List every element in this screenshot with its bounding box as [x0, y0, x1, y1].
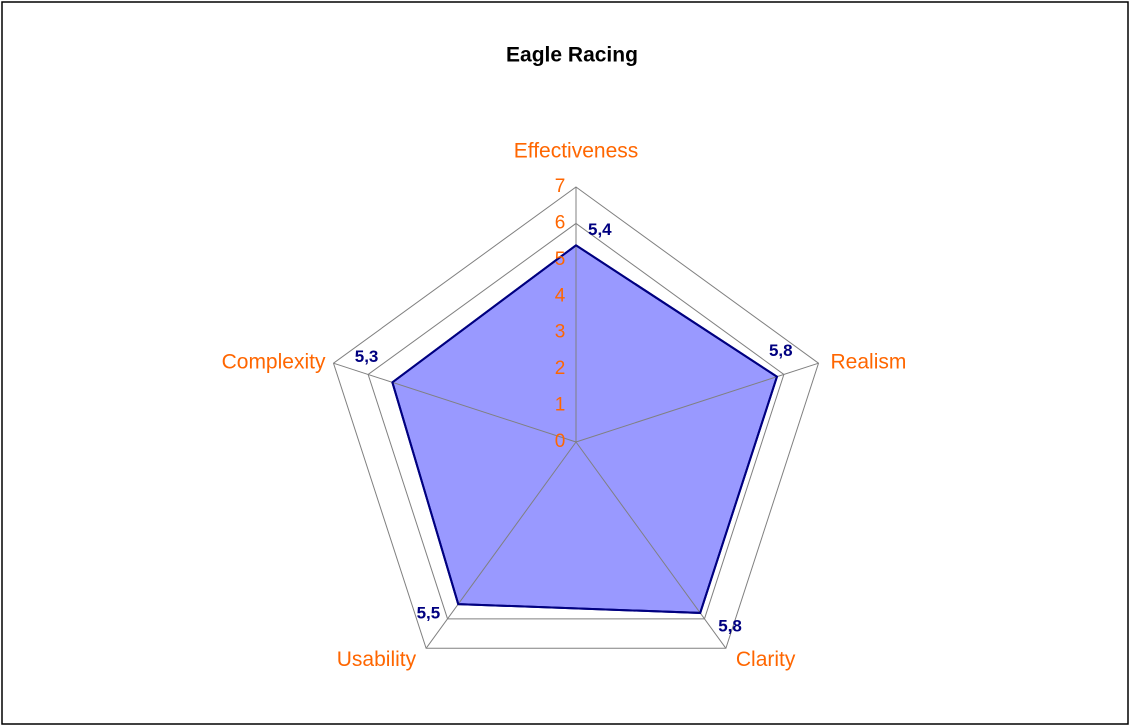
- value-label: 5,8: [769, 341, 793, 360]
- chart-title: Eagle Racing: [506, 44, 638, 67]
- category-label: Clarity: [736, 648, 796, 671]
- grid-ring: [367, 222, 785, 620]
- r-tick-label: 6: [555, 212, 566, 233]
- r-tick-label: 0: [555, 431, 566, 452]
- r-tick-label: 3: [555, 322, 566, 343]
- r-tick-label: 2: [555, 358, 566, 379]
- value-label: 5,5: [417, 604, 441, 623]
- radar-outline: [391, 244, 779, 614]
- category-label: Realism: [831, 351, 907, 374]
- grid-ring: [332, 186, 820, 649]
- value-label: 5,4: [588, 220, 612, 239]
- value-label: 5,8: [718, 616, 742, 635]
- value-label: 5,3: [355, 347, 379, 366]
- spoke: [333, 362, 577, 443]
- category-label: Complexity: [222, 351, 326, 374]
- r-tick-label: 1: [555, 395, 566, 416]
- r-tick-label: 5: [555, 249, 566, 270]
- category-label: Effectiveness: [514, 140, 639, 163]
- category-label: Usability: [337, 648, 417, 671]
- spoke: [425, 441, 577, 649]
- r-tick-label: 4: [555, 285, 566, 306]
- r-tick-label: 7: [555, 176, 566, 197]
